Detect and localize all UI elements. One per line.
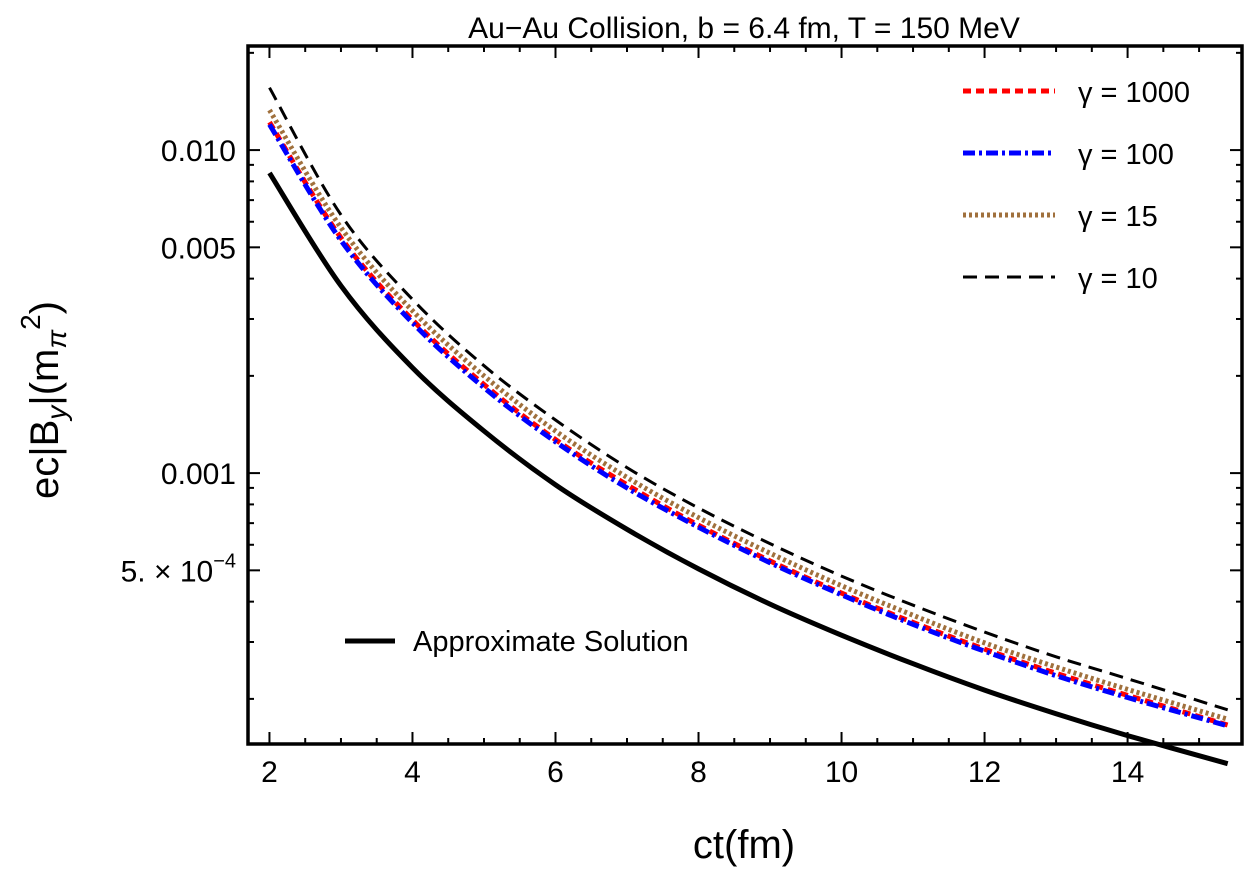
y-tick-label: 5. × 10−4 <box>121 550 236 588</box>
x-tick-label: 12 <box>968 756 1001 789</box>
legend-label: γ = 1000 <box>1078 77 1190 109</box>
legend-label: γ = 15 <box>1078 201 1158 233</box>
series-line-1 <box>267 123 1229 729</box>
x-tick-label: 2 <box>261 756 278 789</box>
y-tick-label: 0.010 <box>161 135 236 168</box>
x-tick-label: 10 <box>825 756 858 789</box>
x-tick-label: 6 <box>547 756 564 789</box>
x-axis: 2 4 6 8 10 12 14 <box>261 46 1201 789</box>
legend-label: γ = 10 <box>1078 263 1158 295</box>
legend: γ = 1000 γ = 100 γ = 15 γ = 10 Approximate S… <box>345 77 1190 658</box>
y-axis-label: ec|By|(mπ2) <box>15 301 72 499</box>
chart-title: Au−Au Collision, b = 6.4 fm, T = 150 MeV <box>468 12 1020 45</box>
legend-label: Approximate Solution <box>413 626 689 658</box>
series-layer <box>267 86 1229 767</box>
x-axis-label: ct(fm) <box>693 823 795 867</box>
x-tick-label: 14 <box>1111 756 1144 789</box>
legend-label: γ = 100 <box>1078 139 1174 171</box>
plot-frame <box>246 44 1244 746</box>
series-line-3 <box>268 86 1229 712</box>
y-tick-label: 0.005 <box>161 232 236 265</box>
y-tick-label: 0.001 <box>161 458 236 491</box>
y-axis: 0.010 0.005 0.001 5. × 10−4 <box>121 51 1242 700</box>
x-tick-label: 4 <box>404 756 421 789</box>
series-line-2 <box>267 108 1229 722</box>
x-tick-label: 8 <box>690 756 707 789</box>
series-line-4 <box>267 171 1229 767</box>
